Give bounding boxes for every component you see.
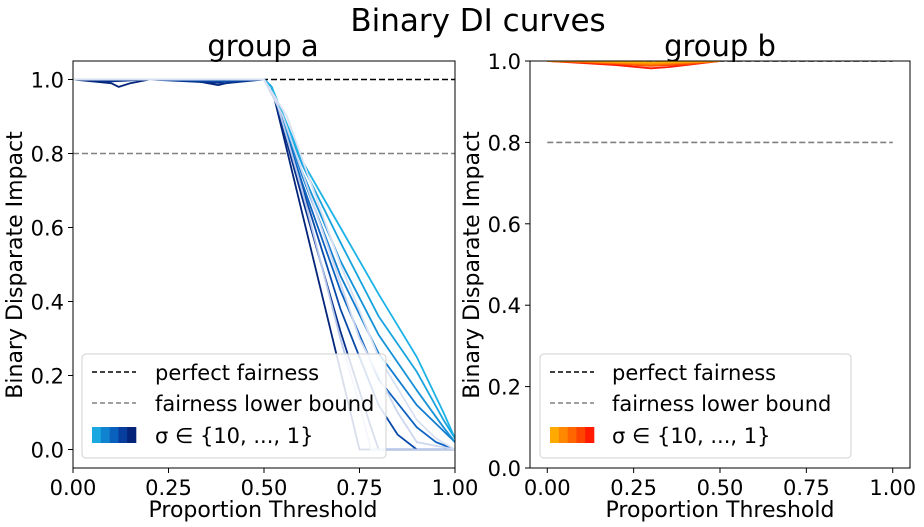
y-tick-label: 0.6: [488, 213, 521, 237]
panel-b-legend: perfect fairness fairness lower bound σ …: [539, 353, 852, 459]
panel-a-ylabel: Binary Disparate Impact: [3, 131, 28, 399]
x-tick-label: 0.00: [524, 476, 571, 500]
x-tick-label: 0.75: [783, 476, 830, 500]
figure-suptitle: Binary DI curves: [350, 3, 605, 39]
panel-group-a: group a 0.00 0.25 0.50 0.75 1.00 0.0 0.2 0.4 0.6…: [3, 29, 478, 523]
legend-fairness-lower-bound-label: fairness lower bound: [612, 392, 831, 416]
sigma-swatch-segment: [109, 427, 119, 443]
legend-perfect-fairness-label: perfect fairness: [155, 361, 319, 385]
y-tick-label: 0.4: [488, 294, 521, 318]
x-tick-label: 1.00: [432, 476, 479, 500]
y-tick-label: 0.6: [31, 217, 64, 241]
panel-a-title: group a: [207, 29, 318, 63]
legend-sigma-label: σ ∈ {10, ..., 1}: [612, 424, 770, 448]
y-tick-label: 0.8: [488, 131, 521, 155]
y-tick-label: 0.2: [31, 365, 64, 389]
sigma-swatch-segment: [100, 427, 110, 443]
panel-a-ticks: 0.00 0.25 0.50 0.75 1.00 0.0 0.2 0.4 0.6 0.8 1.0: [31, 69, 479, 501]
legend-fairness-lower-bound-label: fairness lower bound: [155, 392, 374, 416]
x-tick-label: 1.00: [869, 476, 916, 500]
y-tick-label: 1.0: [31, 69, 64, 93]
y-tick-label: 0.0: [488, 457, 521, 481]
sigma-swatch-segment: [576, 427, 586, 443]
legend-sigma-swatch: [550, 427, 595, 443]
x-tick-label: 0.25: [610, 476, 657, 500]
sigma-swatch-segment: [550, 427, 560, 443]
panel-a-plot-area: [72, 60, 456, 469]
series-line-11: [73, 78, 455, 451]
panel-b-xlabel: Proportion Threshold: [606, 498, 835, 523]
y-tick-label: 0.2: [488, 376, 521, 400]
x-tick-label: 0.00: [50, 476, 97, 500]
legend-sigma-swatch: [92, 427, 137, 443]
x-tick-label: 0.75: [336, 476, 383, 500]
sigma-swatch-segment: [585, 427, 595, 443]
sigma-swatch-segment: [558, 427, 568, 443]
y-tick-label: 0.8: [31, 143, 64, 167]
panel-b-ylabel: Binary Disparate Impact: [460, 131, 485, 399]
panel-a-legend-box: [81, 353, 387, 459]
sigma-swatch-segment: [127, 427, 137, 443]
y-tick-label: 1.0: [488, 50, 521, 74]
x-tick-label: 0.25: [145, 476, 192, 500]
y-tick-label: 0.0: [31, 439, 64, 463]
legend-sigma-label: σ ∈ {10, ..., 1}: [155, 424, 313, 448]
panel-group-b: group b 0.00 0.25 0.50 0.75 1.00 0.0 0.2 0.4 0.6…: [460, 29, 916, 523]
x-tick-label: 0.50: [697, 476, 744, 500]
sigma-swatch-segment: [118, 427, 128, 443]
x-tick-label: 0.50: [241, 476, 288, 500]
panel-a-legend: perfect fairness fairness lower bound σ …: [81, 353, 387, 459]
panel-b-title: group b: [664, 29, 776, 63]
series-line-3: [73, 78, 455, 451]
y-tick-label: 0.4: [31, 291, 64, 315]
series-line-5: [547, 61, 721, 64]
sigma-swatch-segment: [92, 427, 102, 443]
panel-b-ticks: 0.00 0.25 0.50 0.75 1.00 0.0 0.2 0.4 0.6 0.8 1.0: [488, 50, 917, 500]
panel-a-xlabel: Proportion Threshold: [149, 498, 378, 523]
sigma-swatch-segment: [567, 427, 577, 443]
legend-perfect-fairness-label: perfect fairness: [612, 361, 776, 385]
panel-b-legend-box: [539, 353, 852, 459]
